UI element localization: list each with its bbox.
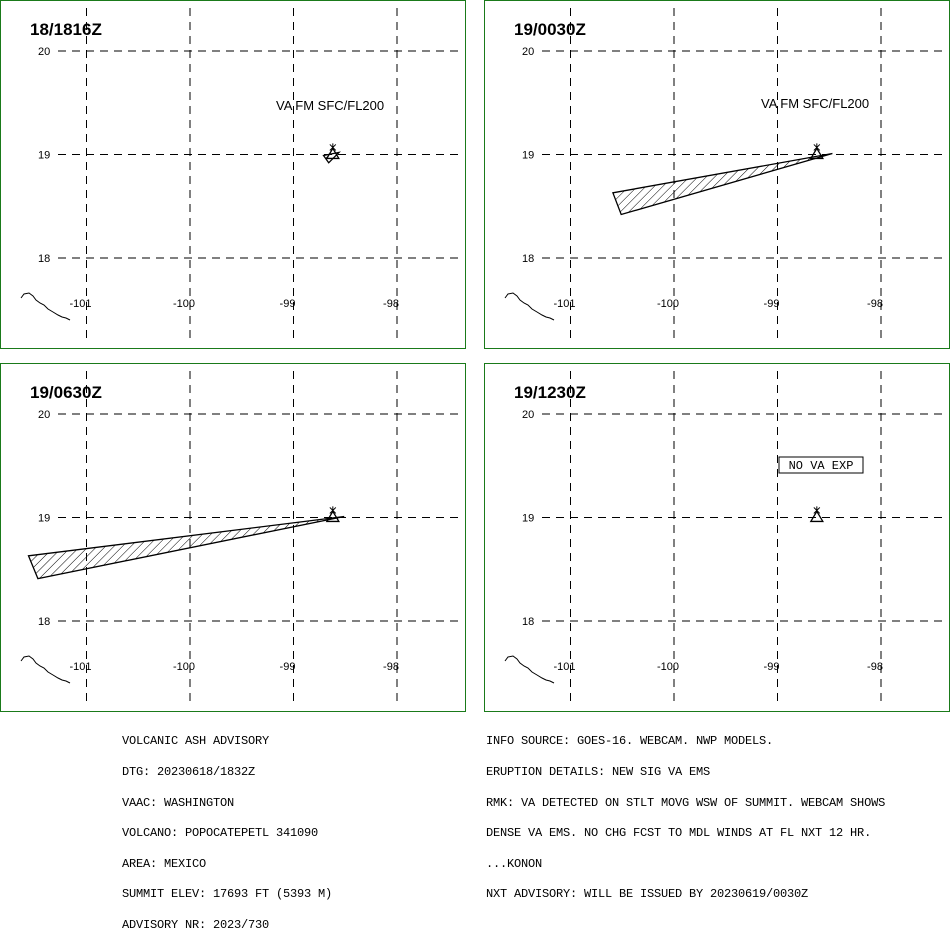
- advisory-left-line: SUMMIT ELEV: 17693 FT (5393 M): [122, 887, 333, 902]
- panel-frame: [0, 0, 466, 349]
- panel-frame: [484, 363, 950, 712]
- ash-cloud-polygon: [27, 515, 345, 580]
- lon-tick-label: -99: [280, 298, 296, 310]
- panel-time-title: 19/0630Z: [30, 383, 102, 402]
- volcano-triangle-icon: [325, 147, 340, 160]
- volcano-triangle-icon: [809, 510, 824, 523]
- advisory-right-line: NXT ADVISORY: WILL BE ISSUED BY 20230619…: [486, 887, 809, 902]
- advisory-right-line: ...KONON: [486, 856, 543, 871]
- eruption-mark-icon: [813, 143, 821, 151]
- coastline: [504, 292, 555, 321]
- panel-time-title: 18/1816Z: [30, 20, 102, 39]
- lon-tick-label: -100: [173, 298, 195, 310]
- no-va-exp-box: [778, 456, 864, 474]
- lat-tick-label: 18: [38, 616, 50, 628]
- lat-tick-label: 18: [522, 253, 534, 265]
- coastline: [20, 655, 71, 684]
- panel-frame: [0, 363, 466, 712]
- lat-tick-label: 20: [38, 46, 50, 58]
- no-va-exp-label: NO VA EXP: [789, 459, 854, 473]
- lat-tick-label: 18: [522, 616, 534, 628]
- lon-tick-label: -98: [867, 661, 883, 673]
- lon-tick-label: -99: [764, 661, 780, 673]
- lon-tick-label: -100: [173, 661, 195, 673]
- coastline: [504, 655, 555, 684]
- lon-tick-label: -99: [764, 298, 780, 310]
- map-panel-3: 20 19 18 -101 -100 -99 -98 19/0630Z: [0, 363, 466, 712]
- lat-tick-label: 19: [522, 513, 534, 525]
- lat-tick-label: 20: [522, 409, 534, 421]
- va-level-label: VA FM SFC/FL200: [761, 96, 869, 111]
- lon-tick-label: -101: [69, 298, 91, 310]
- lon-tick-label: -101: [553, 298, 575, 310]
- lat-tick-label: 20: [522, 46, 534, 58]
- map-panel-2-svg: 20 19 18 -101 -100 -99 -98 19/0030Z VA FM SFC/FL…: [484, 0, 950, 349]
- advisory-left-text: VOLCANIC ASH ADVISORY DTG: 20230618/1832…: [122, 716, 332, 940]
- advisory-left-line: ADVISORY NR: 2023/730: [122, 917, 270, 932]
- eruption-mark-icon: [329, 506, 337, 514]
- lat-tick-label: 19: [38, 513, 50, 525]
- panel-time-title: 19/0030Z: [514, 20, 586, 39]
- map-panel-3-svg: 20 19 18 -101 -100 -99 -98 19/0630Z: [0, 363, 466, 712]
- eruption-mark-icon: [813, 506, 821, 514]
- advisory-right-text: INFO SOURCE: GOES-16. WEBCAM. NWP MODELS…: [486, 716, 885, 910]
- advisory-left-line: DTG: 20230618/1832Z: [122, 765, 256, 779]
- panel-time-title: 19/1230Z: [514, 383, 586, 402]
- lon-tick-label: -100: [657, 661, 679, 673]
- advisory-right-line: ERUPTION DETAILS: NEW SIG VA EMS: [486, 765, 711, 779]
- map-panel-4: 20 19 18 -101 -100 -99 -98 19/1230Z NO VA EXP: [484, 363, 950, 712]
- lat-tick-label: 18: [38, 253, 50, 265]
- advisory-left-line: VOLCANO: POPOCATEPETL 341090: [122, 826, 319, 841]
- advisory-left-line: VOLCANIC ASH ADVISORY: [122, 734, 270, 749]
- va-level-label: VA FM SFC/FL200: [276, 98, 384, 113]
- advisory-right-line: RMK: VA DETECTED ON STLT MOVG WSW OF SUM…: [486, 795, 886, 810]
- lon-tick-label: -100: [657, 298, 679, 310]
- map-panel-1: 20 19 18 -101 -100 -99 -98 18/1816Z VA FM SFC/FL…: [0, 0, 466, 349]
- map-panel-2: 20 19 18 -101 -100 -99 -98 19/0030Z VA FM SFC/FL…: [484, 0, 950, 349]
- advisory-left-line: AREA: MEXICO: [122, 856, 207, 871]
- lat-tick-label: 20: [38, 409, 50, 421]
- map-panel-1-svg: 20 19 18 -101 -100 -99 -98 18/1816Z VA FM SFC/FL…: [0, 0, 466, 349]
- eruption-mark-icon: [329, 143, 337, 151]
- lat-tick-label: 19: [38, 150, 50, 162]
- advisory-right-line: INFO SOURCE: GOES-16. WEBCAM. NWP MODELS…: [486, 734, 774, 749]
- lon-tick-label: -99: [280, 661, 296, 673]
- lon-tick-label: -101: [69, 661, 91, 673]
- map-panel-4-svg: 20 19 18 -101 -100 -99 -98 19/1230Z NO VA EXP: [484, 363, 950, 712]
- lat-tick-label: 19: [522, 150, 534, 162]
- ash-cloud-polygon: [612, 152, 833, 216]
- ash-cloud-polygon: [322, 151, 341, 164]
- volcano-triangle-icon: [809, 147, 824, 160]
- lon-tick-label: -101: [553, 661, 575, 673]
- lon-tick-label: -98: [383, 661, 399, 673]
- volcano-triangle-icon: [325, 510, 340, 523]
- coastline: [20, 292, 71, 321]
- lon-tick-label: -98: [867, 298, 883, 310]
- advisory-right-line: DENSE VA EMS. NO CHG FCST TO MDL WINDS A…: [486, 826, 872, 841]
- lon-tick-label: -98: [383, 298, 399, 310]
- advisory-left-line: VAAC: WASHINGTON: [122, 795, 235, 810]
